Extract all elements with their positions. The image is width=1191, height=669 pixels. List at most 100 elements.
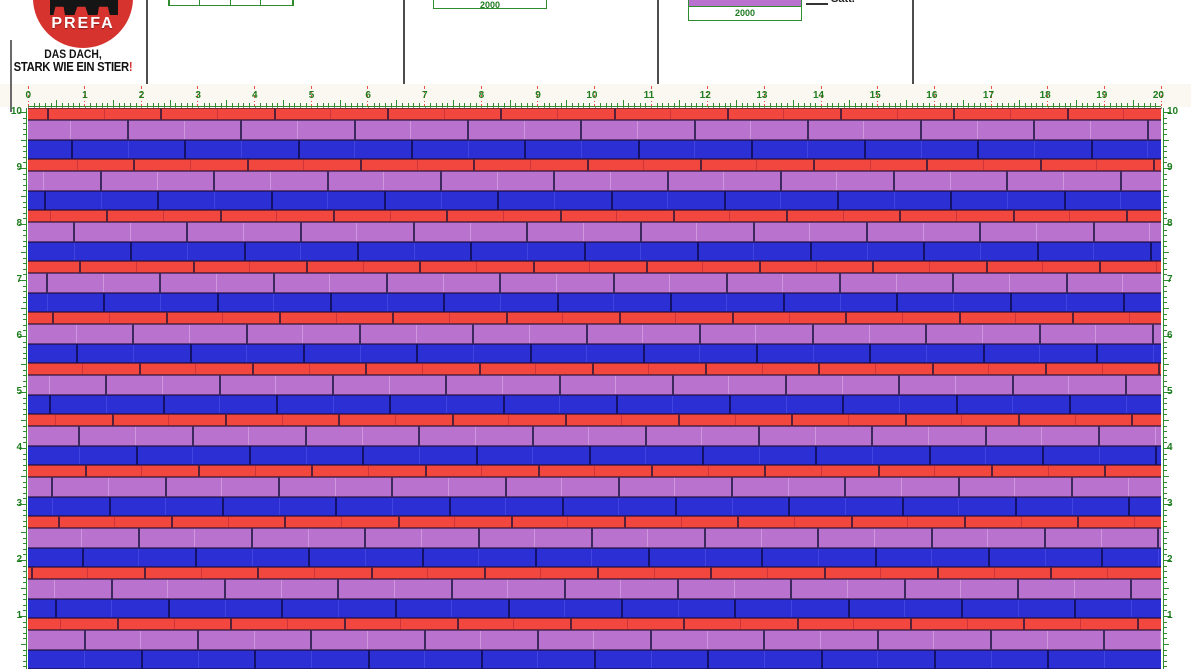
panel-midline [667,192,669,209]
panel-midline [756,160,758,170]
panel-joint [500,108,503,120]
ruler-tick [1164,134,1167,136]
panel-joint [699,159,702,171]
panel-joint [893,171,896,191]
ruler-tick [23,296,26,298]
panel-joint [305,261,308,273]
panel-joint [702,446,705,465]
panel-midline [1120,192,1122,209]
panel-midline [1044,549,1046,566]
panel-midline [70,121,72,139]
ruler-top-number: 4 [252,90,258,101]
panel-midline [874,529,876,547]
ruler-tick [1087,102,1089,106]
ruler-major-line [1047,86,1049,106]
panel-midline [215,274,217,292]
panel-joint [732,312,735,324]
panel-joint [621,599,624,618]
panel-joint [866,222,869,242]
panel-joint [270,191,273,210]
panel-joint [483,567,486,579]
panel-joint [1150,242,1152,261]
ruler-right-baseline [1163,108,1164,669]
panel-joint [590,528,593,548]
ruler-tick [968,102,970,106]
ruler-tick [23,324,26,326]
panel-joint [1119,171,1122,191]
panel-joint [1155,446,1158,465]
panel-row-blue [28,599,1161,618]
panel-joint [750,140,753,159]
panel-midline [393,580,395,598]
panel-joint [445,375,448,395]
ruler-tick [23,319,26,321]
panel-joint [383,191,386,210]
panel-joint [1103,630,1106,650]
ruler-tick [209,102,211,106]
panel-midline [240,141,242,158]
panel-joint [331,375,334,395]
panel-midline [415,325,417,343]
ruler-tick [1164,274,1167,276]
ruler-tick [23,593,26,595]
ruler-tick [1164,184,1167,186]
panel-joint [877,465,880,477]
ruler-tick [21,476,26,477]
panel-midline [76,160,78,170]
panel-midline [791,600,793,617]
ruler-tick [600,102,602,106]
panel-midline [621,415,623,425]
ruler-tick [90,102,92,106]
panel-joint [505,312,508,324]
panel-midline [1130,600,1132,617]
panel-midline [269,172,271,190]
ruler-tick [23,117,26,119]
ruler-tick [515,102,517,106]
panel-midline [723,172,725,190]
panel-midline [1073,580,1075,598]
ruler-tick [1164,599,1167,601]
ruler-tick [23,543,26,545]
panel-joint [412,222,415,242]
panel-midline [841,376,843,394]
panel-midline [141,466,143,476]
panel-midline [866,243,868,260]
panel-joint [874,548,877,567]
ruler-tick [809,102,811,106]
ruler-tick [21,140,26,141]
ruler-tick [23,621,26,623]
panel-midline [814,427,816,445]
ruler-top-baseline [28,106,1161,107]
panel-row-blue [28,395,1161,414]
ruler-left-number: 3 [16,498,22,509]
panel-joint [184,140,187,159]
panel-midline [626,619,628,629]
ruler-tick [23,352,26,354]
panel-midline [111,600,113,617]
ruler-tick [146,102,148,106]
ruler-top-number: 6 [365,90,371,101]
panel-joint [704,528,707,548]
ruler-tick [23,459,26,461]
panel-joint [245,324,248,344]
panel-joint [725,273,728,293]
panel-midline [508,415,510,425]
panel-midline [650,651,652,668]
panel-joint [1012,210,1015,222]
panel-midline [647,529,649,547]
panel-midline [75,325,77,343]
panel-joint [651,465,654,477]
panel-row-violet [28,426,1161,446]
ruler-tick [1164,123,1167,125]
panel-joint [901,497,904,516]
panel-midline [836,172,838,190]
ruler-tick [719,102,721,106]
panel-midline [340,517,342,527]
ruler-tick [23,655,26,657]
panel-midline [195,364,197,374]
panel-midline [105,396,107,413]
panel-joint [1063,191,1066,210]
ruler-major-line [537,86,539,106]
panel-midline [783,109,785,119]
ruler-tick [787,102,789,106]
